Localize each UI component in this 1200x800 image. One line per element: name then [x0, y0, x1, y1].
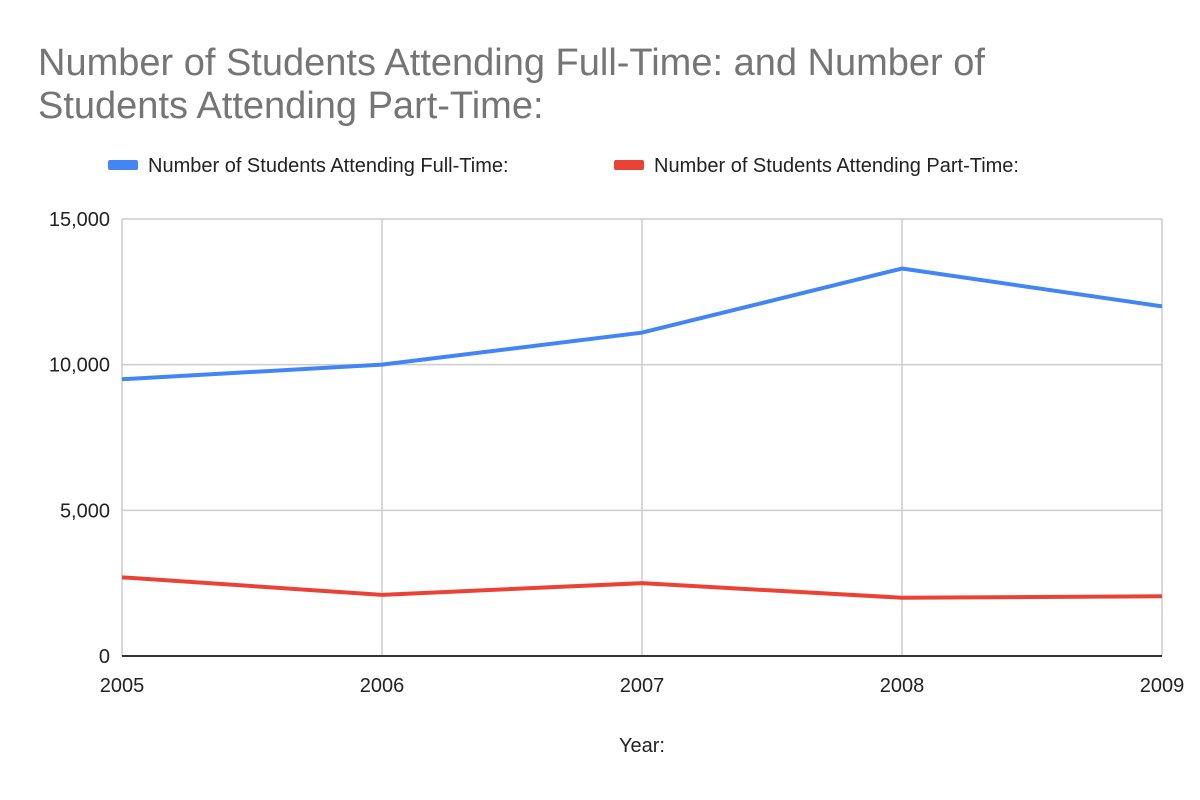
x-tick-label: 2005: [100, 675, 145, 697]
series-lines: [121, 266, 1163, 600]
legend: Number of Students Attending Full-Time: …: [108, 155, 1019, 177]
y-tick-label: 10,000: [49, 355, 110, 377]
legend-label-part-time: Number of Students Attending Part-Time:: [654, 155, 1019, 177]
chart-title-line-2: Students Attending Part-Time:: [38, 85, 544, 127]
legend-label-full-time: Number of Students Attending Full-Time:: [148, 155, 509, 177]
legend-swatch-full-time: [108, 160, 138, 170]
x-axis-title: Year:: [619, 735, 665, 757]
x-tick-label: 2006: [360, 675, 405, 697]
y-axis-ticks: 0 5,000 10,000 15,000: [49, 209, 110, 668]
y-tick-label: 15,000: [49, 209, 110, 231]
x-axis-ticks: 2005 2006 2007 2008 2009: [100, 675, 1185, 697]
x-tick-label: 2009: [1140, 675, 1185, 697]
y-tick-label: 5,000: [60, 500, 110, 522]
chart-title-line-1: Number of Students Attending Full-Time: …: [38, 42, 985, 84]
y-tick-label: 0: [99, 646, 110, 668]
x-tick-label: 2008: [880, 675, 925, 697]
x-tick-label: 2007: [620, 675, 665, 697]
legend-swatch-part-time: [614, 160, 644, 170]
